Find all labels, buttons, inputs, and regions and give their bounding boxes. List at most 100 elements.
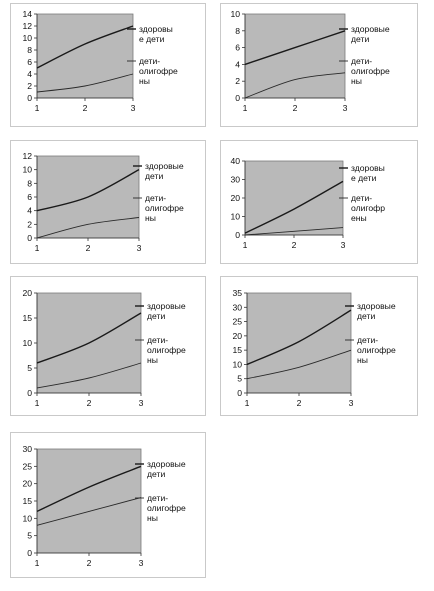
y-tick-label: 15 — [22, 313, 32, 323]
legend-label: ны — [147, 355, 158, 365]
series-line-healthy — [36, 25, 134, 69]
series-line-healthy — [246, 309, 352, 366]
legend-label: олигофр — [351, 203, 385, 213]
y-tick-label: 10 — [22, 338, 32, 348]
x-tick-label: 2 — [292, 240, 297, 250]
x-tick-label: 3 — [131, 103, 136, 113]
y-tick-label: 0 — [235, 93, 240, 103]
y-tick-label: 10 — [230, 9, 240, 19]
y-tick-label: 25 — [232, 317, 242, 327]
y-tick-label: 0 — [27, 548, 32, 558]
series-line-healthy — [244, 30, 346, 66]
y-tick-label: 0 — [27, 388, 32, 398]
legend-label: ны — [139, 76, 150, 86]
x-tick-label: 1 — [243, 103, 248, 113]
y-tick-label: 0 — [235, 230, 240, 240]
series-line-oligophrenic — [246, 349, 352, 380]
y-tick-label: 0 — [27, 233, 32, 243]
legend-label: дети- — [357, 335, 378, 345]
y-tick-label: 0 — [237, 388, 242, 398]
y-tick-label: 10 — [22, 33, 32, 43]
legend-label: дети- — [351, 56, 372, 66]
series-line-oligophrenic — [244, 227, 344, 236]
y-tick-label: 5 — [27, 531, 32, 541]
legend-label: дети- — [147, 335, 168, 345]
legend-label: ны — [351, 76, 362, 86]
x-tick-label: 3 — [139, 398, 144, 408]
legend-label: дети — [145, 171, 163, 181]
plot-area — [36, 13, 134, 99]
chart-panel-4: 0 10 20 30 40 1 2 3 здоровы е дети дети-олигофр ены — [220, 140, 418, 264]
y-tick-label: 0 — [27, 93, 32, 103]
legend-label: олигофре — [145, 203, 184, 213]
x-tick-label: 1 — [35, 243, 40, 253]
plot-area — [246, 292, 352, 394]
x-tick-label: 1 — [35, 558, 40, 568]
x-tick-label: 1 — [245, 398, 250, 408]
x-tick-label: 3 — [139, 558, 144, 568]
y-tick-label: 8 — [27, 178, 32, 188]
y-tick-label: 30 — [230, 175, 240, 185]
y-tick-label: 20 — [22, 288, 32, 298]
y-tick-label: 12 — [22, 151, 32, 161]
legend-label: олигофре — [147, 345, 186, 355]
legend-label: здоровые — [357, 301, 396, 311]
legend-label: здоровы — [351, 163, 385, 173]
x-tick-label: 2 — [87, 398, 92, 408]
y-tick-label: 20 — [22, 479, 32, 489]
y-tick-label: 25 — [22, 461, 32, 471]
legend-label: здоровые — [147, 459, 186, 469]
legend-label: олигофре — [357, 345, 396, 355]
legend-label: дети — [147, 469, 165, 479]
y-tick-label: 5 — [27, 363, 32, 373]
y-tick-label: 5 — [237, 374, 242, 384]
series-line-healthy — [36, 169, 140, 212]
legend-label: дети — [351, 34, 369, 44]
plot-area — [36, 448, 142, 554]
x-tick-label: 1 — [35, 398, 40, 408]
legend-label: е дети — [139, 34, 165, 44]
y-tick-label: 14 — [22, 9, 32, 19]
legend-label: олигофре — [351, 66, 390, 76]
x-tick-label: 2 — [293, 103, 298, 113]
x-tick-label: 3 — [349, 398, 354, 408]
y-tick-label: 10 — [22, 513, 32, 523]
y-tick-label: 2 — [27, 81, 32, 91]
y-tick-label: 12 — [22, 21, 32, 31]
y-tick-label: 20 — [232, 331, 242, 341]
chart-panel-2: 0 2 4 6 8 10 1 2 3 здоровые дети дети-олигофре ны — [220, 3, 418, 127]
legend-label: дети — [357, 311, 375, 321]
legend-label: дети- — [145, 193, 166, 203]
legend-label: олигофре — [139, 66, 178, 76]
chart-panel-7: 0 5 10 15 20 25 30 1 2 3 здоровые дети дети-олигофре… — [10, 432, 206, 578]
y-tick-label: 8 — [235, 26, 240, 36]
chart-panel-5: 0 5 10 15 20 1 2 3 здоровые дети дети-олигофре ны — [10, 276, 206, 416]
legend-label: ены — [351, 213, 367, 223]
y-tick-label: 6 — [27, 57, 32, 67]
y-tick-label: 35 — [232, 288, 242, 298]
series-line-healthy — [36, 312, 142, 364]
y-tick-label: 4 — [235, 59, 240, 69]
series-line-oligophrenic — [36, 362, 142, 389]
y-tick-label: 30 — [232, 302, 242, 312]
x-tick-label: 3 — [137, 243, 142, 253]
y-tick-label: 15 — [232, 345, 242, 355]
y-tick-label: 15 — [22, 496, 32, 506]
legend-label: дети- — [139, 56, 160, 66]
y-tick-label: 10 — [230, 212, 240, 222]
legend-label: е дети — [351, 173, 377, 183]
y-tick-label: 2 — [235, 76, 240, 86]
x-tick-label: 2 — [83, 103, 88, 113]
legend-label: дети — [147, 311, 165, 321]
y-tick-label: 40 — [230, 156, 240, 166]
plot-area — [244, 160, 344, 236]
legend-label: ны — [357, 355, 368, 365]
y-tick-label: 2 — [27, 219, 32, 229]
